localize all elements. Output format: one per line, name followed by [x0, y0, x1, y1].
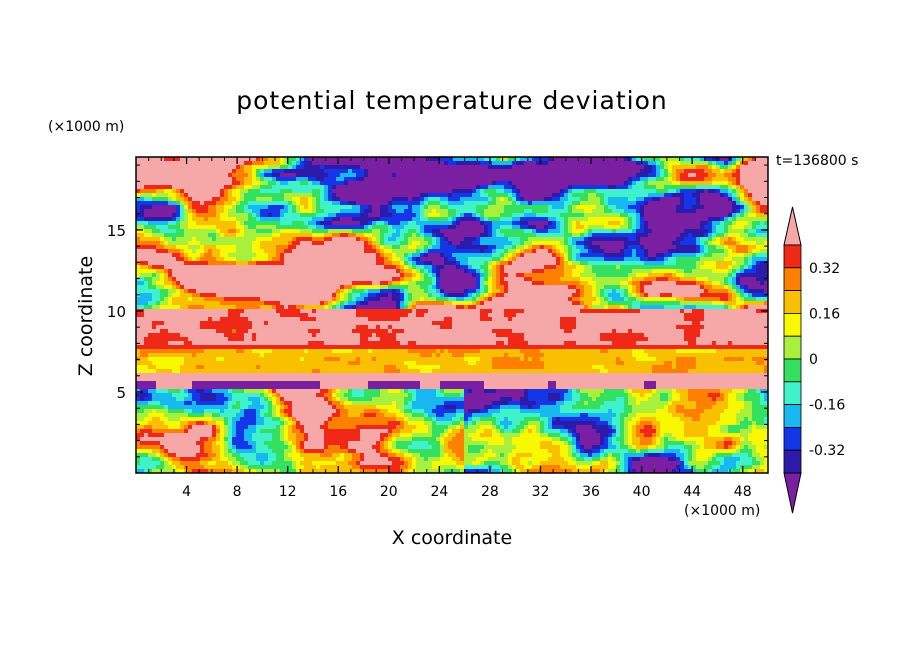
colorbar-box — [783, 381, 802, 405]
x-tick-label: 32 — [532, 484, 550, 500]
contour-field — [136, 157, 768, 473]
colorbar-extend-bottom — [783, 472, 802, 514]
colorbar-box — [783, 335, 802, 360]
chart-title: potential temperature deviation — [236, 86, 668, 115]
x-axis-unit: (×1000 m) — [684, 503, 761, 519]
colorbar-box — [783, 404, 802, 428]
colorbar: 0.32 0.16 0 -0.16 -0.32 — [783, 206, 845, 514]
colorbar-tick-label: 0.16 — [809, 306, 840, 322]
colorbar-box — [783, 267, 802, 291]
x-tick-label: 16 — [329, 484, 347, 500]
colorbar-box — [783, 244, 802, 269]
x-tick-label: 4 — [182, 484, 191, 500]
x-tick-label: 36 — [582, 484, 600, 500]
x-tick-label: 12 — [279, 484, 297, 500]
colorbar-box — [783, 358, 802, 383]
x-tick-label: 48 — [734, 484, 752, 500]
colorbar-box — [783, 426, 802, 451]
y-tick-label: 15 — [107, 222, 126, 240]
x-tick-label: 20 — [380, 484, 398, 500]
x-tick-label: 24 — [430, 484, 448, 500]
colorbar-box — [783, 449, 802, 474]
x-tick-label: 40 — [633, 484, 651, 500]
colorbar-tick-label: -0.32 — [809, 443, 845, 459]
x-tick-label: 44 — [683, 484, 701, 500]
colorbar-tick-label: 0.32 — [809, 261, 840, 277]
x-tick-label: 8 — [233, 484, 242, 500]
colorbar-extend-top — [783, 206, 802, 246]
y-axis-unit: (×1000 m) — [48, 119, 125, 135]
x-tick-label: 28 — [481, 484, 499, 500]
colorbar-box — [783, 290, 802, 314]
colorbar-tick-label: 0 — [809, 352, 818, 368]
x-axis-label-text: X coordinate — [391, 527, 513, 549]
y-tick-label: 5 — [116, 384, 126, 402]
time-stamp: t=136800 s — [776, 153, 859, 169]
y-tick-label: 10 — [107, 303, 126, 321]
colorbar-box — [783, 312, 802, 337]
y-axis: 5 10 15 — [107, 164, 768, 474]
x-axis: 4 8 12 16 20 24 28 32 36 40 44 48 — [135, 157, 769, 500]
colorbar-tick-label: -0.16 — [809, 398, 845, 414]
x-axis-label: X coordinate — [0, 527, 904, 549]
